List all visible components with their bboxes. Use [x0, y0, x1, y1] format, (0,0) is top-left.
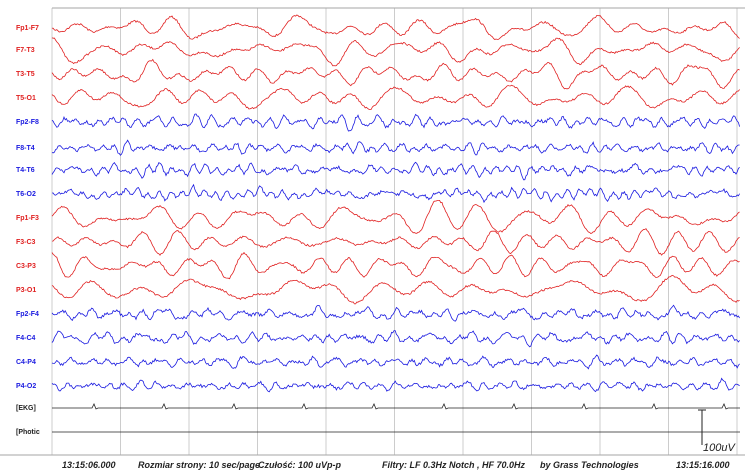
end-time: 13:15:16.000 — [676, 460, 730, 470]
waveform — [51, 330, 740, 348]
channel-label: Fp1-F3 — [16, 215, 39, 222]
waveform — [51, 14, 740, 40]
waveform — [51, 139, 740, 156]
channel-label: F8-T4 — [16, 145, 35, 152]
channel-label: C4-P4 — [16, 359, 36, 366]
waveform — [51, 274, 740, 305]
waveform — [51, 228, 740, 256]
vendor: by Grass Technologies — [540, 460, 639, 470]
channel-label: T6-O2 — [16, 191, 36, 198]
waveform — [51, 200, 740, 234]
channel-label: [Photic — [16, 429, 40, 436]
channel-label: T5-O1 — [16, 95, 36, 102]
waveform — [51, 84, 740, 111]
waveform — [51, 354, 740, 370]
waveform — [51, 58, 740, 90]
page-size: Rozmiar strony: 10 sec/page — [138, 460, 260, 470]
channel-label: F7-T3 — [16, 47, 35, 54]
scale-label: 100uV — [703, 442, 736, 454]
waveform — [52, 183, 740, 204]
waveform — [51, 377, 740, 393]
start-time: 13:15:06.000 — [62, 460, 116, 470]
filters: Filtry: LF 0.3Hz Notch , HF 70.0Hz — [382, 460, 526, 470]
channel-label: P3-O1 — [16, 287, 36, 294]
channel-label: P4-O2 — [16, 383, 36, 390]
channel-label: T4-T6 — [16, 167, 35, 174]
waveform — [51, 37, 740, 67]
channel-label: Fp2-F4 — [16, 311, 39, 318]
channel-label: C3-P3 — [16, 263, 36, 270]
channel-label: Fp1-F7 — [16, 25, 39, 32]
channel-label: F4-C4 — [16, 335, 36, 342]
waveform — [52, 403, 740, 410]
waveform — [51, 161, 740, 181]
channel-label: [EKG] — [16, 405, 36, 412]
waveform — [51, 113, 740, 132]
waveform — [51, 251, 740, 280]
waveform — [51, 304, 740, 322]
channel-label: F3-C3 — [16, 239, 36, 246]
channel-label: Fp2-F8 — [16, 119, 39, 126]
channel-label: T3-T5 — [16, 71, 35, 78]
sensitivity: Czułość: 100 uVp-p — [258, 460, 342, 470]
